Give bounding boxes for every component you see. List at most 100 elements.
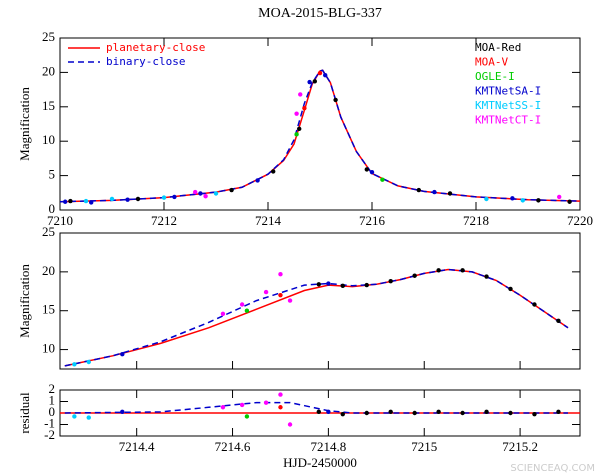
data-point	[72, 414, 77, 419]
data-point	[86, 415, 91, 420]
data-point	[83, 198, 89, 204]
data-point	[120, 409, 125, 415]
legend-label: MOA-V	[475, 56, 508, 69]
data-point	[508, 286, 513, 292]
y-tick-label: 15	[42, 302, 55, 317]
data-point	[172, 194, 177, 200]
data-point	[239, 302, 245, 307]
data-point	[198, 191, 203, 196]
x-axis-label: HJD-2450000	[283, 455, 357, 470]
data-point	[271, 169, 276, 174]
x-tick-label: 7220	[567, 213, 593, 228]
data-point	[193, 189, 198, 195]
data-point	[278, 392, 283, 397]
y-tick-label: 5	[49, 167, 56, 182]
data-point	[302, 105, 307, 111]
data-point	[239, 402, 245, 408]
x-tick-label: 7215.2	[502, 439, 538, 454]
data-point	[278, 405, 283, 410]
data-point	[278, 271, 283, 277]
data-point	[316, 409, 322, 415]
data-point	[298, 92, 303, 97]
x-tick-label: 7212	[151, 213, 177, 228]
x-tick-label: 7218	[463, 213, 489, 228]
data-point	[380, 177, 385, 182]
data-point	[436, 268, 441, 273]
y-tick-label: -2	[44, 427, 55, 442]
chart-title: MOA-2015-BLG-337	[258, 6, 382, 21]
data-point	[460, 410, 465, 416]
data-point	[388, 409, 393, 415]
data-point	[447, 191, 453, 196]
x-tick-label: 7216	[359, 213, 386, 228]
y-tick-label: 2	[49, 381, 56, 396]
y-tick-label: 0	[49, 404, 56, 419]
data-point	[213, 191, 219, 196]
data-point	[388, 278, 393, 284]
data-point	[294, 111, 299, 116]
data-point	[263, 289, 269, 295]
data-point	[520, 198, 525, 203]
x-tick-label: 7215	[411, 439, 437, 454]
data-point	[436, 409, 441, 415]
y-tick-label: 25	[42, 29, 55, 44]
y-axis-label: residual	[17, 392, 32, 434]
y-tick-label: 10	[42, 341, 55, 356]
data-point	[89, 200, 94, 205]
plot-frame	[59, 37, 581, 211]
y-tick-label: 15	[42, 98, 55, 113]
x-tick-label: 7214.4	[119, 439, 155, 454]
data-point	[229, 187, 234, 193]
data-point	[484, 196, 489, 202]
data-point	[287, 298, 293, 303]
data-point	[326, 409, 331, 415]
watermark: SCIENCEAQ.COM	[510, 463, 595, 474]
y-tick-label: 10	[42, 132, 55, 147]
data-point	[220, 311, 226, 317]
data-point	[125, 197, 130, 202]
data-point	[536, 198, 541, 203]
y-axis-label: Magnification	[17, 87, 32, 161]
data-point	[340, 283, 345, 289]
y-axis-label: Magnification	[17, 264, 32, 338]
data-point	[460, 268, 465, 273]
data-point	[323, 72, 328, 78]
data-point	[316, 282, 322, 287]
y-tick-label: -1	[44, 415, 55, 430]
data-point	[412, 273, 417, 278]
data-point	[557, 194, 562, 200]
data-point	[62, 199, 68, 204]
model-curve	[64, 268, 569, 367]
data-point	[294, 132, 299, 137]
data-point	[109, 196, 115, 202]
data-point	[297, 126, 302, 132]
data-point	[317, 70, 323, 76]
data-point	[135, 196, 141, 202]
legend-label: planetary-close	[106, 41, 205, 54]
legend-label: KMTNetSA-I	[475, 85, 541, 98]
legend-label: OGLE-I	[475, 70, 515, 83]
data-point	[244, 308, 250, 313]
data-point	[364, 410, 369, 416]
data-point	[364, 167, 369, 172]
data-point	[161, 195, 167, 200]
data-point	[369, 169, 375, 175]
data-point	[484, 409, 489, 415]
model-curve	[64, 401, 568, 414]
data-point	[567, 199, 572, 204]
data-point	[508, 410, 513, 416]
data-point	[556, 318, 561, 324]
y-tick-label: 20	[42, 63, 55, 78]
data-point	[333, 97, 338, 103]
x-tick-label: 7214.6	[215, 439, 251, 454]
data-point	[120, 352, 125, 357]
data-point	[432, 189, 437, 195]
x-tick-label: 7210	[47, 213, 73, 228]
data-point	[244, 414, 250, 419]
y-tick-label: 25	[42, 224, 55, 239]
data-point	[484, 274, 489, 279]
data-point	[263, 400, 269, 405]
data-point	[86, 359, 91, 365]
model-curve	[60, 69, 580, 203]
